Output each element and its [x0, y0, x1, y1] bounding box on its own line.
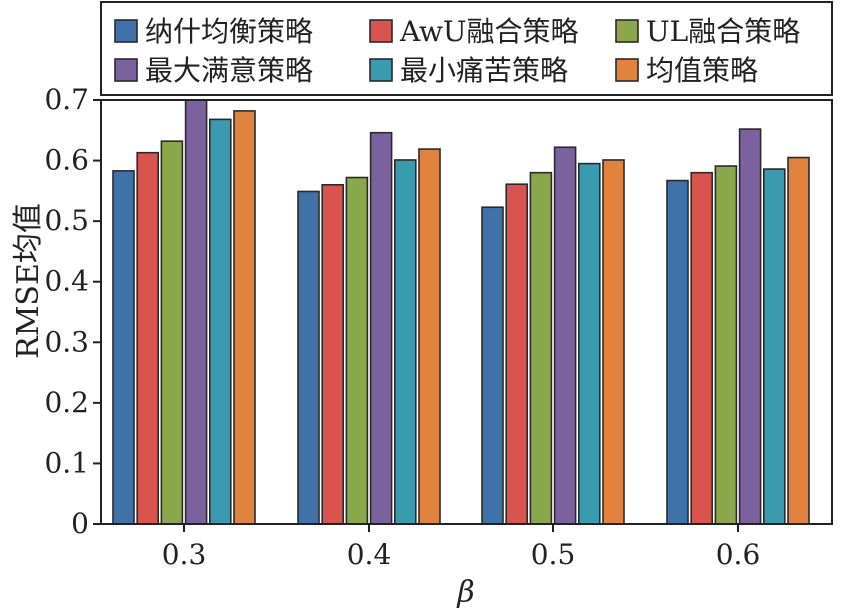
bar	[160, 140, 184, 525]
legend-swatch	[615, 19, 639, 43]
bar	[690, 171, 714, 525]
legend-label: 均值策略	[646, 54, 758, 87]
y-tick-label: 0.2	[44, 386, 89, 419]
legend-swatch	[114, 58, 138, 82]
legend-box	[100, 1, 833, 96]
bar	[369, 131, 393, 525]
y-tick-label: 0	[71, 507, 89, 540]
y-tick-label: 0.1	[44, 446, 89, 479]
x-tick-label: 0.3	[162, 538, 207, 571]
bar	[505, 183, 529, 525]
bar	[345, 176, 369, 525]
x-tick-label: 0.5	[531, 538, 576, 571]
bar	[136, 151, 159, 525]
x-tick-label: 0.4	[347, 538, 392, 571]
legend-label: UL融合策略	[646, 15, 800, 48]
bar	[738, 128, 762, 525]
y-tick-label: 0.7	[44, 83, 89, 116]
x-axis-title: β	[456, 575, 474, 610]
bar	[481, 206, 504, 525]
bar	[577, 162, 601, 525]
legend-swatch	[615, 58, 639, 82]
bar	[787, 156, 810, 525]
bar	[393, 159, 417, 525]
bar	[529, 171, 553, 525]
bar	[321, 184, 345, 525]
legend-label: 纳什均衡策略	[145, 15, 313, 48]
y-axis: 0 0.1 0.2 0.3 0.4 0.5 0.6 0.7	[44, 83, 101, 540]
y-tick-label: 0.3	[44, 325, 89, 358]
bar	[553, 146, 577, 525]
plot-frame	[100, 99, 833, 525]
y-tick-label: 0.4	[44, 265, 89, 298]
legend-swatch	[114, 19, 138, 43]
bar	[184, 99, 208, 525]
legend-label: 最大满意策略	[145, 54, 313, 87]
bar	[714, 165, 738, 525]
bar	[762, 168, 786, 525]
y-axis-title: RMSE均值	[11, 203, 46, 359]
bar	[602, 159, 625, 525]
legend-swatch	[369, 58, 393, 82]
bars-group	[112, 99, 810, 525]
x-tick-label: 0.6	[716, 538, 761, 571]
bar	[233, 110, 256, 525]
x-axis: 0.3 0.4 0.5 0.6	[162, 524, 761, 571]
legend-label: 最小痛苦策略	[400, 54, 568, 87]
bar	[297, 190, 320, 525]
y-tick-label: 0.5	[44, 204, 89, 237]
bar	[209, 118, 232, 525]
y-tick-label: 0.6	[44, 144, 89, 177]
bar	[112, 170, 135, 525]
legend-label: AwU融合策略	[399, 15, 579, 48]
legend-swatch	[369, 19, 393, 43]
bar	[666, 179, 689, 525]
bar	[418, 148, 441, 525]
